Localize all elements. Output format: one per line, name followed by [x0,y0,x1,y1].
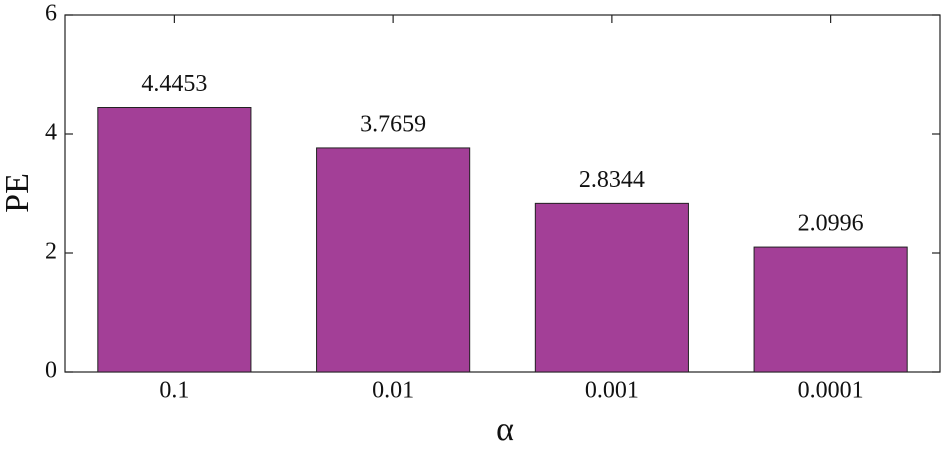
plot-frame [64,14,941,373]
y-tick-label: 2 [45,239,57,265]
x-tick-label: 0.1 [159,378,189,404]
y-tick-label: 0 [45,358,57,384]
bar [753,246,908,373]
bar [534,202,689,373]
x-tick-label: 0.001 [585,378,639,404]
y-tick-label: 4 [45,120,57,146]
bar [97,107,252,373]
data-label: 2.8344 [579,167,645,193]
y-tick-label: 6 [45,1,57,27]
x-axis-label: α [496,411,514,448]
x-tick-label: 0.01 [372,378,414,404]
y-axis-label: PE [0,173,36,213]
data-label: 3.7659 [360,111,426,137]
x-tick-label: 0.0001 [798,378,864,404]
bar [316,147,471,373]
data-label: 4.4453 [141,71,207,97]
data-label: 2.0996 [798,211,864,237]
